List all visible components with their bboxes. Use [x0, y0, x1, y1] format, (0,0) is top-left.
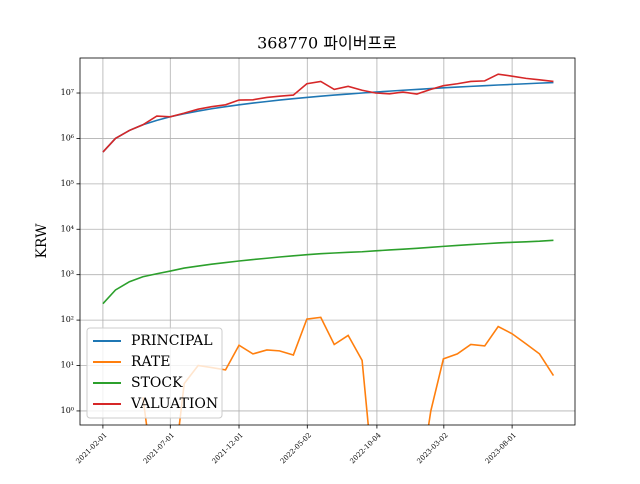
legend-label: VALUATION: [130, 396, 218, 412]
y-tick-label: 10⁵: [61, 179, 74, 188]
chart-title: 368770 파이버프로: [257, 34, 397, 53]
y-axis-label: KRW: [34, 223, 50, 259]
series-line: [102, 73, 554, 153]
legend-label: RATE: [131, 354, 170, 370]
y-tick-label: 10³: [61, 270, 74, 279]
legend-label: STOCK: [131, 375, 183, 391]
series-line: [102, 239, 554, 305]
legend-label: PRINCIPAL: [131, 333, 213, 349]
y-tick-label: 10⁷: [61, 88, 74, 97]
legend: PRINCIPAL RATE STOCK VALUATION: [86, 327, 223, 419]
plot-lines: [102, 73, 555, 425]
y-tick-label: 10⁶: [61, 133, 74, 142]
legend-box: [86, 327, 223, 419]
grid: [80, 58, 575, 425]
y-tick-label: 10⁴: [61, 224, 74, 233]
y-tick-label: 10²: [61, 315, 74, 324]
y-tick-label: 10⁰: [61, 406, 74, 415]
plot-frame: [79, 57, 576, 426]
y-tick-label: 10¹: [61, 361, 74, 370]
